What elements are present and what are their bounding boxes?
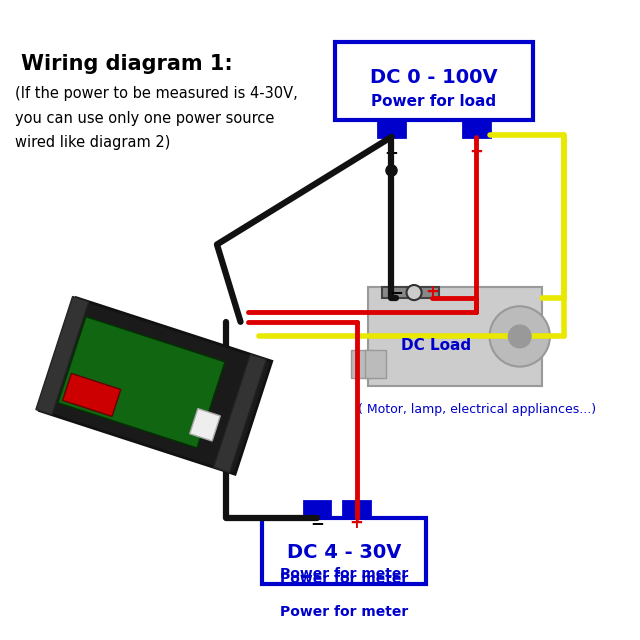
Text: +: +: [469, 143, 483, 161]
Text: DC Load: DC Load: [401, 339, 471, 353]
Bar: [365, 350, 386, 378]
Bar: [378, 120, 404, 137]
Text: DC 4 - 30V: DC 4 - 30V: [287, 543, 401, 561]
Circle shape: [406, 285, 422, 300]
Bar: [335, 42, 533, 120]
FancyBboxPatch shape: [40, 298, 272, 474]
Text: −: −: [310, 514, 324, 532]
Text: −: −: [385, 143, 398, 161]
Bar: [36, 296, 89, 415]
Bar: [304, 501, 330, 518]
Text: +: +: [349, 514, 364, 532]
Text: (If the power to be measured is 4-30V,: (If the power to be measured is 4-30V,: [15, 86, 298, 101]
Text: you can use only one power source: you can use only one power source: [15, 111, 275, 125]
Bar: [351, 350, 372, 378]
Bar: [368, 287, 542, 386]
Text: Power for meter: Power for meter: [280, 567, 408, 581]
Bar: [382, 287, 438, 298]
Text: Power for meter: Power for meter: [280, 605, 408, 619]
Circle shape: [508, 325, 531, 348]
Circle shape: [490, 307, 550, 367]
Bar: [189, 408, 220, 441]
Bar: [58, 317, 225, 448]
Text: Wiring diagram 1:: Wiring diagram 1:: [20, 54, 232, 74]
Text: Power for load: Power for load: [371, 95, 497, 109]
Bar: [262, 518, 426, 584]
Bar: [343, 501, 370, 518]
Text: +: +: [425, 283, 439, 301]
Text: wired like diagram 2): wired like diagram 2): [15, 135, 170, 150]
Text: Power for meter: Power for meter: [280, 572, 408, 586]
Text: −: −: [389, 283, 403, 301]
Bar: [463, 120, 490, 137]
Bar: [63, 374, 121, 417]
Bar: [214, 354, 266, 472]
Text: ( Motor, lamp, electrical appliances...): ( Motor, lamp, electrical appliances...): [358, 403, 596, 416]
Text: DC 0 - 100V: DC 0 - 100V: [370, 68, 498, 87]
